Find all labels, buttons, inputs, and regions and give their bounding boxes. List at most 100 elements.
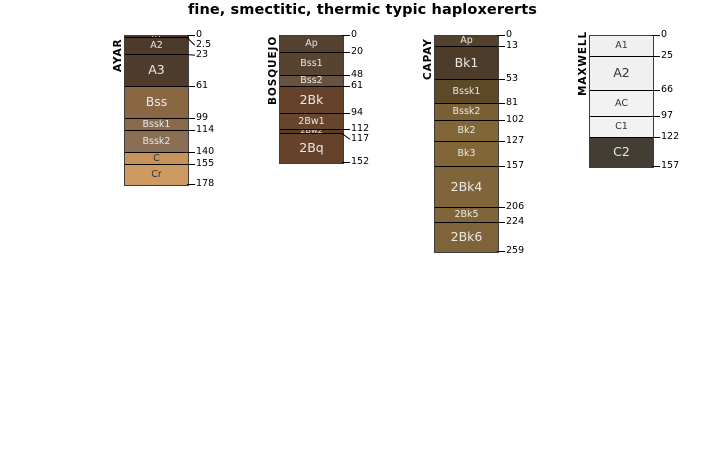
depth-tick-label: 2.5 bbox=[196, 38, 212, 50]
horizon-ac[interactable]: AC bbox=[590, 91, 653, 117]
tick-leader-line bbox=[342, 161, 350, 163]
tick-leader-line bbox=[342, 75, 350, 77]
depth-tick-label: 178 bbox=[196, 177, 215, 189]
horizon-a2[interactable]: A2 bbox=[125, 38, 188, 56]
tick-leader-line bbox=[497, 120, 505, 122]
depth-tick-label: 157 bbox=[661, 160, 680, 172]
profile-column: A1 A2 AC C1 C2 bbox=[589, 35, 654, 169]
depth-tick-label: 102 bbox=[506, 114, 525, 126]
profile-column: ApBss1Bss22Bk2Bw12Bw22Bq bbox=[279, 35, 344, 164]
horizon-label: 2Bk5 bbox=[454, 209, 479, 221]
depth-tick-label: 13 bbox=[506, 39, 519, 51]
tick-leader-line bbox=[652, 55, 660, 57]
depth-tick-label: 127 bbox=[506, 135, 525, 147]
horizon-label: C2 bbox=[613, 144, 630, 160]
horizon-a1[interactable]: A1 bbox=[590, 36, 653, 57]
depth-tick-label: 97 bbox=[661, 109, 674, 121]
horizon-label: 2Bq bbox=[299, 140, 324, 156]
horizon-a3[interactable]: A3 bbox=[125, 55, 188, 87]
depth-tick-label: 122 bbox=[661, 130, 680, 142]
tick-leader-line bbox=[497, 102, 505, 104]
horizon-bss1[interactable]: Bss1 bbox=[280, 52, 343, 77]
tick-leader-line bbox=[187, 85, 195, 87]
tick-leader-line bbox=[187, 130, 195, 132]
horizon-bk3[interactable]: Bk3 bbox=[435, 142, 498, 168]
depth-tick-label: 140 bbox=[196, 145, 215, 157]
horizon-bssk2[interactable]: Bssk2 bbox=[435, 103, 498, 122]
depth-tick-label: 206 bbox=[506, 201, 525, 212]
horizon-c1[interactable]: C1 bbox=[590, 116, 653, 138]
tick-leader-line bbox=[342, 113, 350, 115]
horizon-label: AC bbox=[615, 97, 628, 109]
tick-leader-line bbox=[497, 207, 505, 208]
tick-leader-line bbox=[652, 166, 660, 168]
tick-leader-line bbox=[652, 35, 660, 36]
horizon-label: A1 bbox=[615, 40, 628, 52]
depth-tick-label: 66 bbox=[661, 84, 674, 96]
tick-leader-line bbox=[342, 128, 350, 130]
horizon-ap[interactable]: Ap bbox=[435, 36, 498, 47]
depth-tick-label: 23 bbox=[196, 49, 209, 60]
horizon-label: Bk1 bbox=[454, 54, 479, 70]
horizon-c[interactable]: C bbox=[125, 152, 188, 166]
depth-tick-label: 157 bbox=[506, 160, 525, 172]
horizon-label: Ap bbox=[305, 38, 318, 50]
tick-leader-line bbox=[187, 164, 195, 166]
horizon-label: Bssk1 bbox=[142, 118, 171, 130]
tick-leader-line bbox=[497, 141, 505, 143]
chart-title: fine, smectitic, thermic typic haploxere… bbox=[187, 2, 538, 18]
horizon-ap[interactable]: Ap bbox=[280, 36, 343, 53]
depth-tick-label: 99 bbox=[196, 111, 209, 123]
depth-tick-label: 117 bbox=[351, 132, 370, 144]
horizon-label: Bss bbox=[145, 94, 168, 110]
tick-leader-line bbox=[497, 222, 505, 224]
tick-leader-line bbox=[187, 117, 195, 119]
tick-leader-line bbox=[497, 35, 505, 36]
tick-leader-line bbox=[652, 90, 660, 92]
horizon-2bk4[interactable]: 2Bk4 bbox=[435, 167, 498, 208]
horizon-bk2[interactable]: Bk2 bbox=[435, 121, 498, 143]
horizon-bss[interactable]: Bss bbox=[125, 86, 188, 119]
depth-tick-label: 224 bbox=[506, 216, 525, 228]
profile-name-label: AYAR bbox=[112, 38, 124, 72]
horizon-label: 2Bk4 bbox=[450, 178, 483, 194]
tick-leader-line bbox=[342, 35, 350, 36]
horizon-c2[interactable]: C2 bbox=[590, 137, 653, 168]
horizon-label: C bbox=[153, 152, 160, 164]
horizon-2bw1[interactable]: 2Bw1 bbox=[280, 114, 343, 130]
horizon-bk1[interactable]: Bk1 bbox=[435, 46, 498, 81]
profile-column: A1A2A3BssBssk1Bssk2CCr bbox=[124, 35, 189, 186]
horizon-bssk2[interactable]: Bssk2 bbox=[125, 131, 188, 153]
horizon-2bk6[interactable]: 2Bk6 bbox=[435, 223, 498, 253]
horizon-2bk[interactable]: 2Bk bbox=[280, 86, 343, 115]
horizon-label: Cr bbox=[151, 169, 162, 181]
depth-tick-label: 20 bbox=[351, 45, 364, 57]
profile-name-label: CAPAY bbox=[422, 38, 434, 80]
horizon-label: Bk2 bbox=[457, 125, 476, 137]
horizon-a2[interactable]: A2 bbox=[590, 56, 653, 92]
tick-leader-line bbox=[342, 51, 350, 53]
depth-tick-label: 152 bbox=[351, 155, 370, 167]
horizon-bss2[interactable]: Bss2 bbox=[280, 76, 343, 87]
horizon-label: A2 bbox=[613, 65, 630, 81]
depth-tick-label: 0 bbox=[196, 29, 203, 40]
tick-leader-line bbox=[497, 166, 505, 168]
horizon-bssk1[interactable]: Bssk1 bbox=[125, 118, 188, 132]
horizon-cr[interactable]: Cr bbox=[125, 165, 188, 185]
tick-leader-line bbox=[187, 151, 195, 153]
horizon-label: Bssk1 bbox=[452, 85, 481, 97]
depth-tick-label: 0 bbox=[351, 29, 358, 40]
profile-column: Ap Bk1 Bssk1 Bssk2 Bk2 Bk3 2Bk4 2Bk5 2Bk6 bbox=[434, 35, 499, 254]
horizon-label: A2 bbox=[150, 40, 163, 52]
horizon-bssk1[interactable]: Bssk1 bbox=[435, 80, 498, 104]
tick-leader-line bbox=[497, 79, 505, 81]
horizon-label: Bssk2 bbox=[452, 106, 481, 118]
horizon-2bk5[interactable]: 2Bk5 bbox=[435, 208, 498, 224]
horizon-label: Bss1 bbox=[300, 58, 323, 70]
depth-tick-label: 81 bbox=[506, 96, 519, 108]
horizon-2bq[interactable]: 2Bq bbox=[280, 133, 343, 163]
depth-tick-label: 0 bbox=[506, 29, 513, 40]
horizon-label: C1 bbox=[615, 121, 628, 133]
depth-tick-label: 61 bbox=[196, 79, 209, 91]
